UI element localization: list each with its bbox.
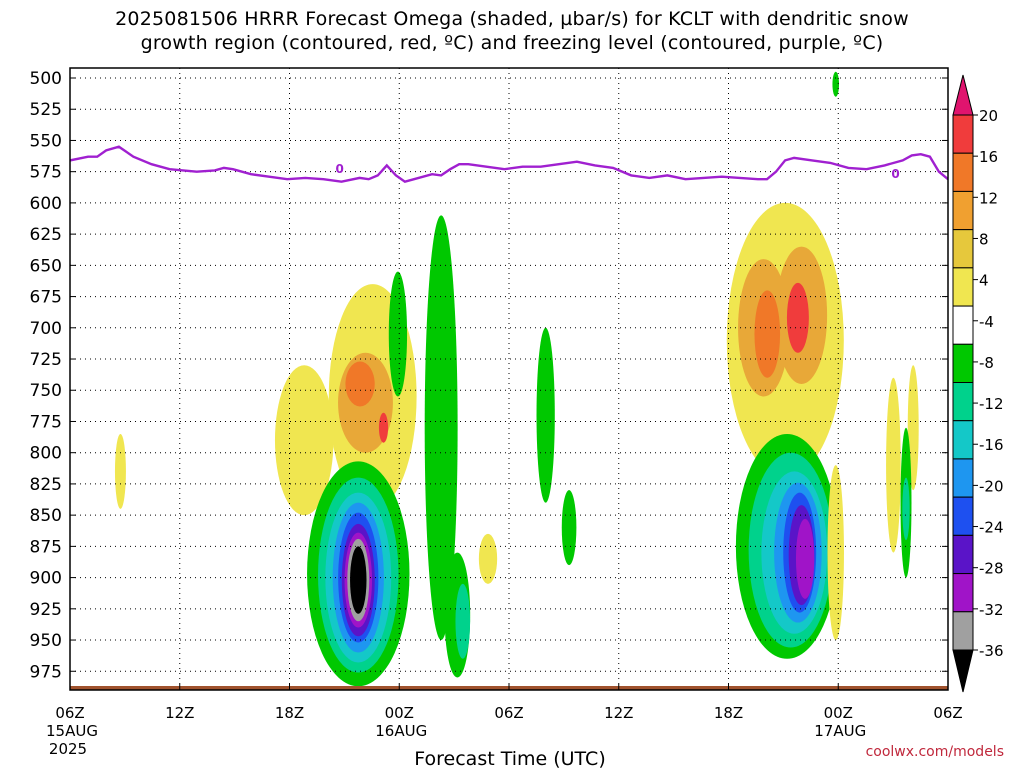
colorbar-swatch (952, 229, 974, 269)
y-tick-label: 550 (30, 131, 62, 151)
omega-region-20 (478, 533, 498, 584)
colorbar-label: 16 (979, 148, 998, 166)
colorbar-label: -4 (979, 313, 994, 331)
x-tick-year-label: 2025 (49, 740, 87, 758)
y-tick-label: 725 (30, 350, 62, 370)
omega-region-19 (561, 490, 577, 566)
y-tick-label: 625 (30, 225, 62, 245)
chart-title-line-1: 2025081506 HRRR Forecast Omega (shaded, … (115, 8, 909, 30)
y-tick-label: 525 (30, 100, 62, 120)
omega-region-4 (378, 412, 389, 443)
y-tick-label: 800 (30, 444, 62, 464)
omega-region-17 (455, 583, 471, 659)
colorbar-swatch (952, 190, 974, 231)
omega-region-26 (786, 282, 809, 353)
x-tick-label: 00Z (824, 704, 853, 722)
colorbar-label: -32 (979, 601, 1004, 619)
y-tick-label: 825 (30, 475, 62, 495)
colorbar-swatch (952, 267, 974, 307)
colorbar-top-arrow (952, 74, 974, 116)
x-tick-label: 06Z (55, 704, 84, 722)
colorbar-label: -24 (979, 519, 1004, 537)
x-tick-label: 06Z (494, 704, 523, 722)
colorbar-label: 12 (979, 189, 998, 207)
y-tick-label: 850 (30, 506, 62, 526)
y-tick-label: 950 (30, 631, 62, 651)
y-tick-label: 875 (30, 537, 62, 557)
freezing-level-label: 0 (336, 162, 344, 176)
colorbar-label: 4 (979, 272, 989, 290)
y-tick-label: 775 (30, 412, 62, 432)
colorbar-label: 8 (979, 230, 989, 248)
y-tick-label: 500 (30, 69, 62, 89)
omega-region-36 (907, 365, 919, 491)
omega-region-25 (754, 290, 781, 378)
colorbar-swatch (952, 343, 974, 383)
x-tick-label: 06Z (933, 704, 962, 722)
x-tick-label: 12Z (165, 704, 194, 722)
colorbar-swatch (952, 573, 974, 613)
site-credit: coolwx.com/models (865, 744, 1004, 760)
y-tick-label: 900 (30, 569, 62, 589)
omega-region-14 (388, 271, 408, 397)
x-tick-date-label: 16AUG (375, 722, 427, 740)
y-tick-label: 600 (30, 194, 62, 214)
freezing-level-label: 0 (891, 167, 899, 181)
omega-region-3 (345, 361, 375, 407)
omega-region-39 (832, 71, 840, 97)
omega-region-18 (536, 327, 555, 503)
omega-region-33 (795, 518, 815, 599)
colorbar-label: -8 (979, 354, 994, 372)
omega-region-38 (902, 477, 910, 541)
colorbar-swatch (952, 420, 974, 460)
colorbar-swatch (952, 305, 974, 345)
y-tick-label: 675 (30, 288, 62, 308)
colorbar-label: -20 (979, 477, 1004, 495)
x-axis-title: Forecast Time (UTC) (414, 748, 605, 768)
x-tick-label: 00Z (385, 704, 414, 722)
omega-region-34 (827, 465, 844, 641)
chart-title-line-2: growth region (contoured, red, ºC) and f… (140, 32, 884, 54)
colorbar-swatch (952, 114, 974, 154)
y-tick-label: 700 (30, 319, 62, 339)
x-tick-label: 18Z (275, 704, 304, 722)
y-tick-label: 925 (30, 600, 62, 620)
colorbar-label: -16 (979, 436, 1004, 454)
colorbar-swatch (952, 458, 974, 498)
omega-region-13 (350, 546, 367, 614)
omega-region-15 (424, 215, 458, 641)
colorbar-label: -36 (979, 642, 1004, 660)
y-tick-label: 750 (30, 381, 62, 401)
omega-region-35 (886, 377, 901, 553)
colorbar-swatch (952, 152, 974, 192)
omega-region-1 (274, 365, 334, 516)
y-tick-label: 575 (30, 163, 62, 183)
x-tick-label: 12Z (604, 704, 633, 722)
colorbar-swatch (952, 534, 974, 575)
colorbar-swatch (952, 382, 974, 422)
x-tick-date-label: 17AUG (814, 722, 866, 740)
colorbar-label: -12 (979, 395, 1004, 413)
colorbar-label: 20 (979, 107, 998, 125)
y-tick-label: 975 (30, 662, 62, 682)
colorbar-swatch (952, 611, 974, 651)
x-tick-date-label: 15AUG (46, 722, 98, 740)
colorbar-bottom-arrow (952, 649, 974, 693)
freezing-level-line (70, 145, 948, 184)
colorbar-swatch (952, 496, 974, 536)
y-tick-label: 650 (30, 256, 62, 276)
colorbar-label: -28 (979, 560, 1004, 578)
omega-region-21 (114, 433, 126, 509)
x-tick-label: 18Z (714, 704, 743, 722)
